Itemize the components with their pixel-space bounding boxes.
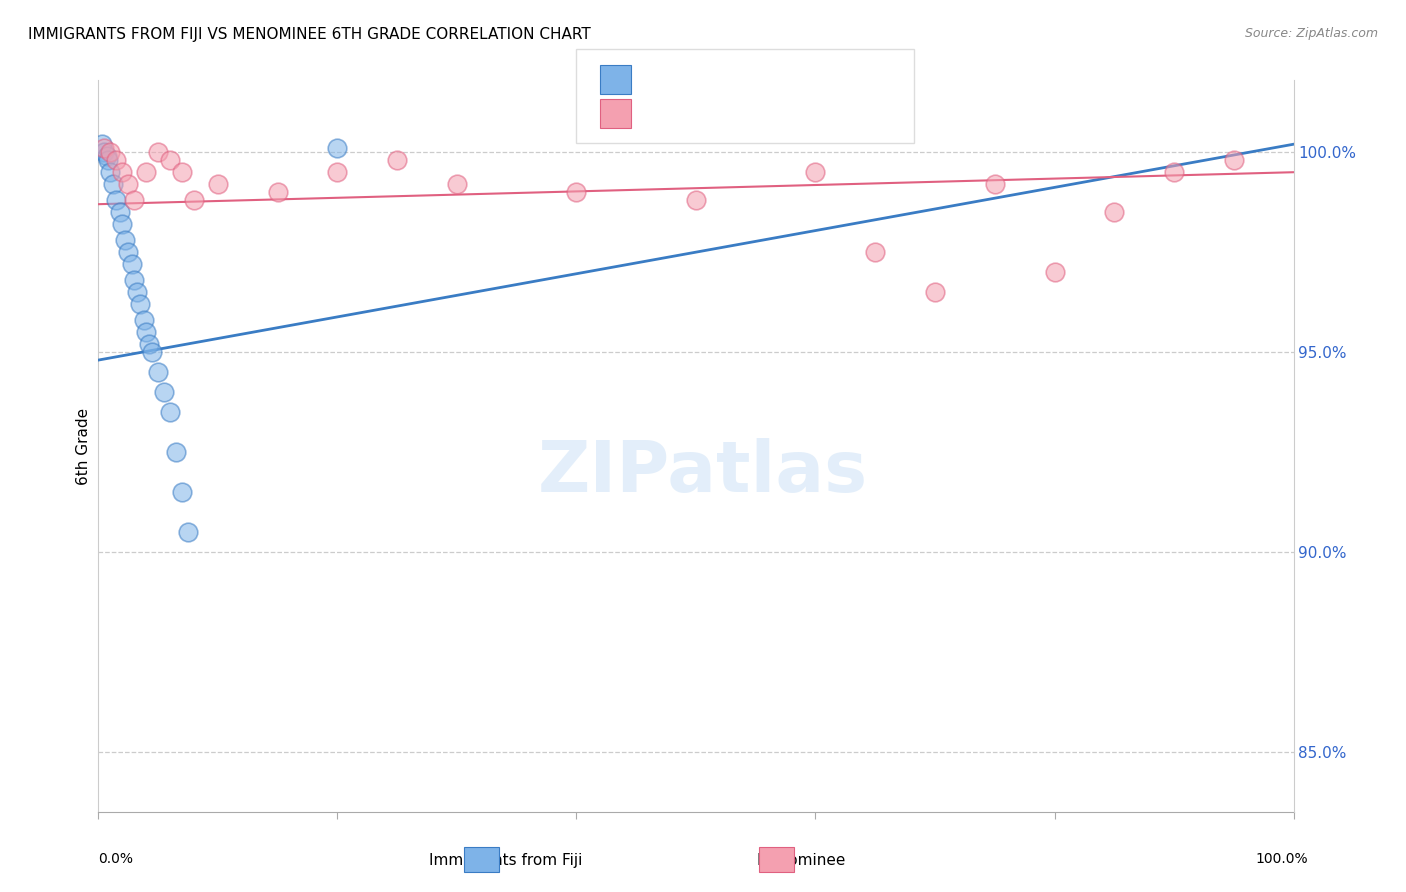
Point [565,185,588,199]
Point [108,205,131,219]
Text: Immigrants from Fiji: Immigrants from Fiji [429,854,583,868]
Point [125,285,148,299]
Point [111,165,134,179]
Point [124,193,146,207]
Point [141,345,163,359]
Point [98,145,122,160]
Point [159,405,181,419]
Point [148,145,170,160]
Text: 0.0%: 0.0% [98,852,134,866]
Point [105,153,128,168]
Text: Menominee: Menominee [756,854,846,868]
Point [804,165,827,179]
Point [865,245,887,260]
Point [172,165,194,179]
Point [124,273,146,287]
Point [1104,205,1126,219]
Point [159,153,181,168]
Point [984,178,1007,192]
Point [111,217,134,231]
Text: IMMIGRANTS FROM FIJI VS MENOMINEE 6TH GRADE CORRELATION CHART: IMMIGRANTS FROM FIJI VS MENOMINEE 6TH GR… [28,27,591,42]
Point [326,141,349,155]
Point [446,178,468,192]
Point [121,257,143,271]
Point [924,285,946,299]
Point [98,165,122,179]
Point [153,385,176,400]
Point [326,165,349,179]
Point [117,245,139,260]
Point [135,165,157,179]
Point [114,233,136,247]
Point [96,149,118,163]
Point [91,137,114,152]
Point [1223,153,1246,168]
Point [177,524,200,539]
Point [101,178,124,192]
Point [138,337,160,351]
Point [172,485,194,500]
Text: R =  0.115   N = 26: R = 0.115 N = 26 [643,102,806,120]
Point [129,297,152,311]
Point [132,313,155,327]
Point [1163,165,1185,179]
Point [97,153,120,168]
Point [135,325,157,339]
Point [183,193,205,207]
Point [267,185,290,199]
Point [385,153,409,168]
Point [1043,265,1066,279]
Text: Source: ZipAtlas.com: Source: ZipAtlas.com [1244,27,1378,40]
Point [93,141,115,155]
Point [105,193,128,207]
Text: R = 0.278   N = 26: R = 0.278 N = 26 [643,68,800,86]
Point [207,178,229,192]
Point [685,193,707,207]
Text: 100.0%: 100.0% [1256,852,1308,866]
Text: ZIPatlas: ZIPatlas [538,438,868,508]
Y-axis label: 6th Grade: 6th Grade [76,408,91,484]
Point [165,445,187,459]
Point [148,365,170,379]
Point [117,178,139,192]
Point [93,145,115,160]
